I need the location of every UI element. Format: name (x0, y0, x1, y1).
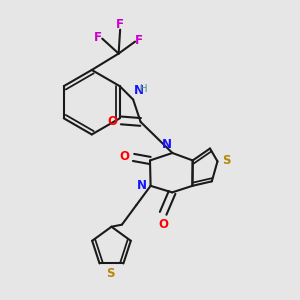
Text: N: N (137, 179, 147, 192)
Text: O: O (107, 115, 117, 128)
Text: H: H (140, 84, 147, 94)
Text: F: F (94, 31, 102, 44)
Text: O: O (158, 218, 168, 231)
Text: N: N (161, 138, 172, 151)
Text: O: O (120, 150, 130, 163)
Text: N: N (134, 84, 144, 98)
Text: S: S (222, 154, 231, 167)
Text: F: F (116, 18, 124, 31)
Text: S: S (106, 267, 114, 280)
Text: F: F (135, 34, 143, 46)
